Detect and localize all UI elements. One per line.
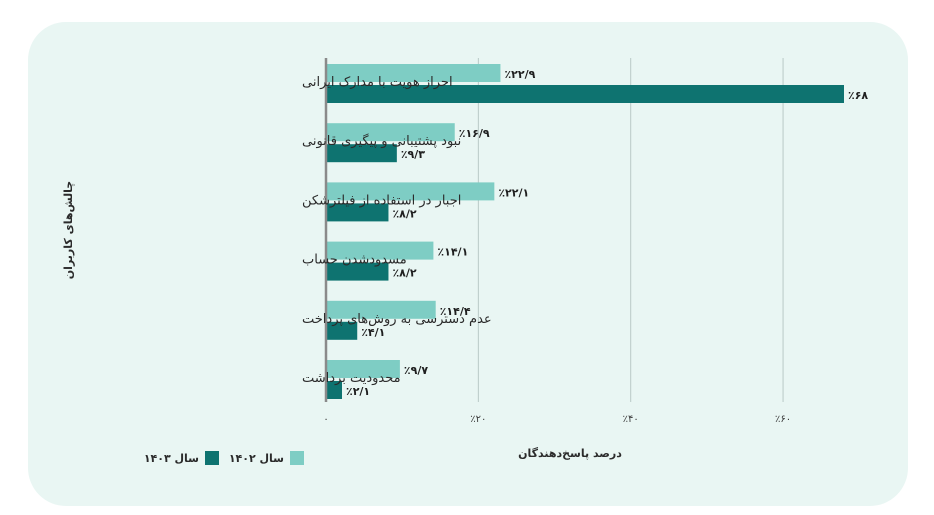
x-axis-title: درصد پاسخ‌دهندگان bbox=[518, 447, 622, 460]
legend-label-1402: سال ۱۴۰۲ bbox=[229, 452, 284, 465]
x-tick-label-20: ٪۲۰ bbox=[470, 414, 486, 425]
y-axis-title: چالش‌های کاربران bbox=[62, 181, 75, 279]
legend-label-1403: سال ۱۴۰۳ bbox=[144, 452, 199, 465]
data-label-1402-2: ٪۲۲/۱ bbox=[498, 186, 529, 199]
bar-1402-0 bbox=[326, 64, 501, 82]
legend: سال ۱۴۰۲ سال ۱۴۰۳ bbox=[144, 451, 304, 465]
data-label-1402-3: ٪۱۴/۱ bbox=[437, 246, 468, 259]
bar-1402-5 bbox=[326, 360, 400, 378]
bar-1402-3 bbox=[326, 241, 434, 260]
bar-1402-1 bbox=[326, 123, 455, 142]
data-label-1402-4: ٪۱۴/۴ bbox=[440, 305, 471, 318]
data-label-1402-0: ٪۲۲/۹ bbox=[504, 68, 535, 81]
bar-1403-5 bbox=[326, 381, 342, 399]
bar-1402-2 bbox=[326, 182, 495, 201]
legend-swatch-1403 bbox=[205, 451, 219, 465]
bars bbox=[326, 64, 844, 399]
x-tick-label-60: ٪۶۰ bbox=[775, 414, 791, 425]
legend-swatch-1402 bbox=[290, 451, 304, 465]
bar-1403-4 bbox=[326, 321, 358, 340]
data-label-1403-2: ٪۸/۲ bbox=[392, 207, 416, 220]
x-tick-labels: ۰ ٪۲۰ ٪۴۰ ٪۶۰ bbox=[323, 414, 791, 425]
bar-1403-2 bbox=[326, 203, 389, 222]
category-label-4: عدم دسترسی به روش‌های پرداخت bbox=[302, 312, 492, 327]
category-label-3: مسدودشدن حساب bbox=[302, 253, 407, 268]
data-label-1403-1: ٪۹/۳ bbox=[401, 148, 425, 161]
x-tick-label-40: ٪۴۰ bbox=[623, 414, 639, 425]
data-label-1402-5: ٪۹/۷ bbox=[404, 364, 428, 377]
category-label-0: احراز هویت با مدارک ایرانی bbox=[302, 75, 453, 90]
bar-1403-1 bbox=[326, 144, 397, 163]
bar-1402-4 bbox=[326, 300, 436, 319]
data-label-1402-1: ٪۱۶/۹ bbox=[459, 127, 490, 140]
bar-1403-0 bbox=[326, 85, 844, 103]
bar-1403-3 bbox=[326, 262, 389, 281]
gridlines bbox=[477, 58, 784, 402]
category-label-2: اجبار در استفاده از فیلترشکن bbox=[302, 193, 461, 208]
category-label-1: نبود پشتیبانی و پیگیری قانونی bbox=[302, 133, 461, 149]
value-labels: ٪۲۲/۹ ٪۶۸ ٪۱۶/۹ ٪۹/۳ ٪۲۲/۱ ٪۸/۲ ٪۱۴/۱ ٪۸/۲ ٪۱۴/۴… bbox=[346, 68, 868, 398]
data-label-1403-5: ٪۲/۱ bbox=[346, 385, 370, 398]
data-label-1403-4: ٪۴/۱ bbox=[361, 326, 385, 339]
data-label-1403-3: ٪۸/۲ bbox=[392, 267, 416, 280]
category-label-5: محدودیت برداشت bbox=[302, 371, 401, 386]
x-tick-label-0: ۰ bbox=[323, 414, 328, 425]
data-label-1403-0: ٪۶۸ bbox=[848, 89, 868, 102]
category-labels: احراز هویت با مدارک ایرانی نبود پشتیبانی … bbox=[302, 75, 492, 386]
